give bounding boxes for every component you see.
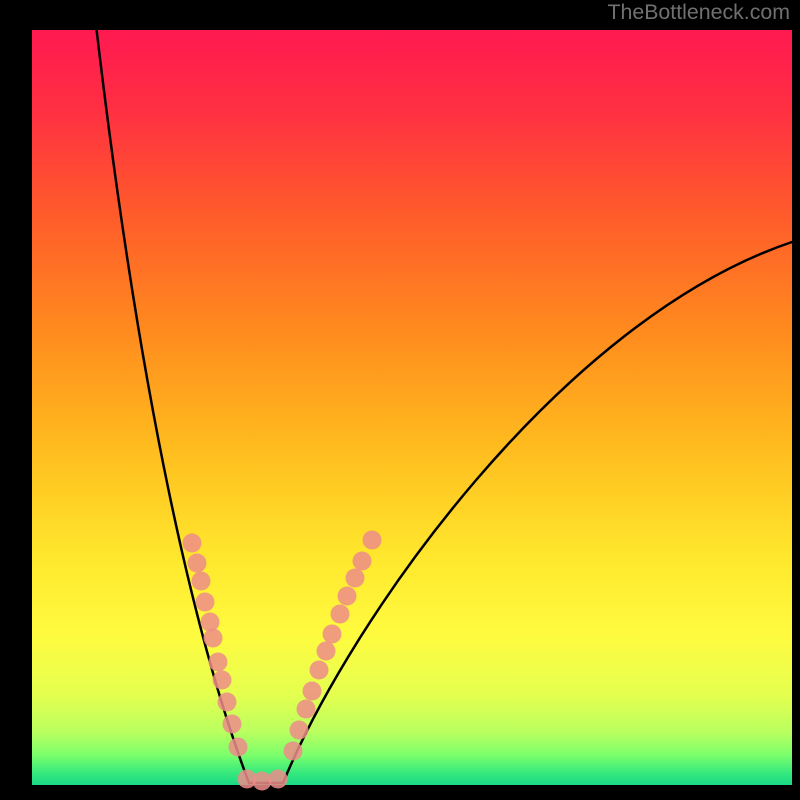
watermark-text: TheBottleneck.com bbox=[607, 0, 790, 25]
chart-canvas: TheBottleneck.com bbox=[0, 0, 800, 800]
gradient-background bbox=[32, 30, 792, 785]
